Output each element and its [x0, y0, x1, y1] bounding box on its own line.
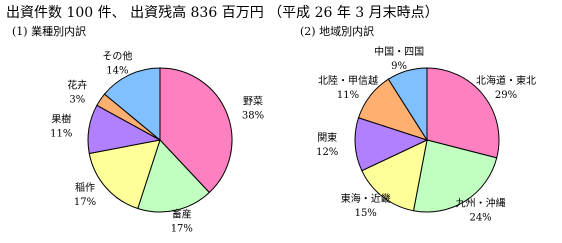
- slice-value-label: 12%: [316, 147, 338, 158]
- slice-label: 中国・四国: [374, 45, 424, 58]
- slice-value-label: 11%: [50, 128, 72, 139]
- slice-value-label: 3%: [69, 94, 85, 105]
- slice-value-label: 9%: [391, 61, 407, 72]
- slice-value-label: 17%: [74, 197, 96, 208]
- page-title: 出資件数 100 件、 出資残高 836 百万円 （平成 26 年 3 月末時点…: [6, 4, 439, 21]
- slice-label: 北陸・甲信越: [318, 74, 378, 87]
- slice-value-label: 15%: [355, 208, 377, 219]
- slice-label: 東海・近畿: [341, 192, 391, 205]
- chart-subtitle: (1) 業種別内訳: [12, 24, 86, 38]
- pie-slice: [88, 139, 161, 210]
- pie-slice: [387, 67, 428, 142]
- pie-slice: [361, 139, 428, 212]
- slice-value-label: 14%: [106, 65, 128, 76]
- pie-slice: [103, 67, 161, 142]
- pie-slice: [159, 67, 233, 194]
- slice-value-label: 29%: [495, 90, 517, 101]
- slice-label: 花卉: [67, 78, 87, 91]
- slice-label: 九州・沖縄: [456, 196, 506, 209]
- slice-label: 関東: [317, 131, 337, 144]
- slice-label: その他: [102, 49, 132, 62]
- slice-value-label: 38%: [242, 111, 264, 122]
- slice-value-label: 11%: [337, 90, 359, 101]
- pie-slice: [137, 139, 210, 213]
- chart-subtitle: (2) 地域別内訳: [300, 24, 374, 38]
- pie-slice: [426, 67, 500, 159]
- pie-slice: [412, 139, 498, 213]
- slice-label: 畜産: [172, 207, 192, 220]
- slice-label: 果樹: [51, 112, 71, 125]
- slice-label: 北海道・東北: [476, 74, 536, 87]
- slice-label: 稲作: [75, 182, 95, 194]
- slice-value-label: 17%: [171, 223, 193, 234]
- slice-label: 野菜: [243, 96, 263, 108]
- slice-value-label: 24%: [469, 212, 491, 223]
